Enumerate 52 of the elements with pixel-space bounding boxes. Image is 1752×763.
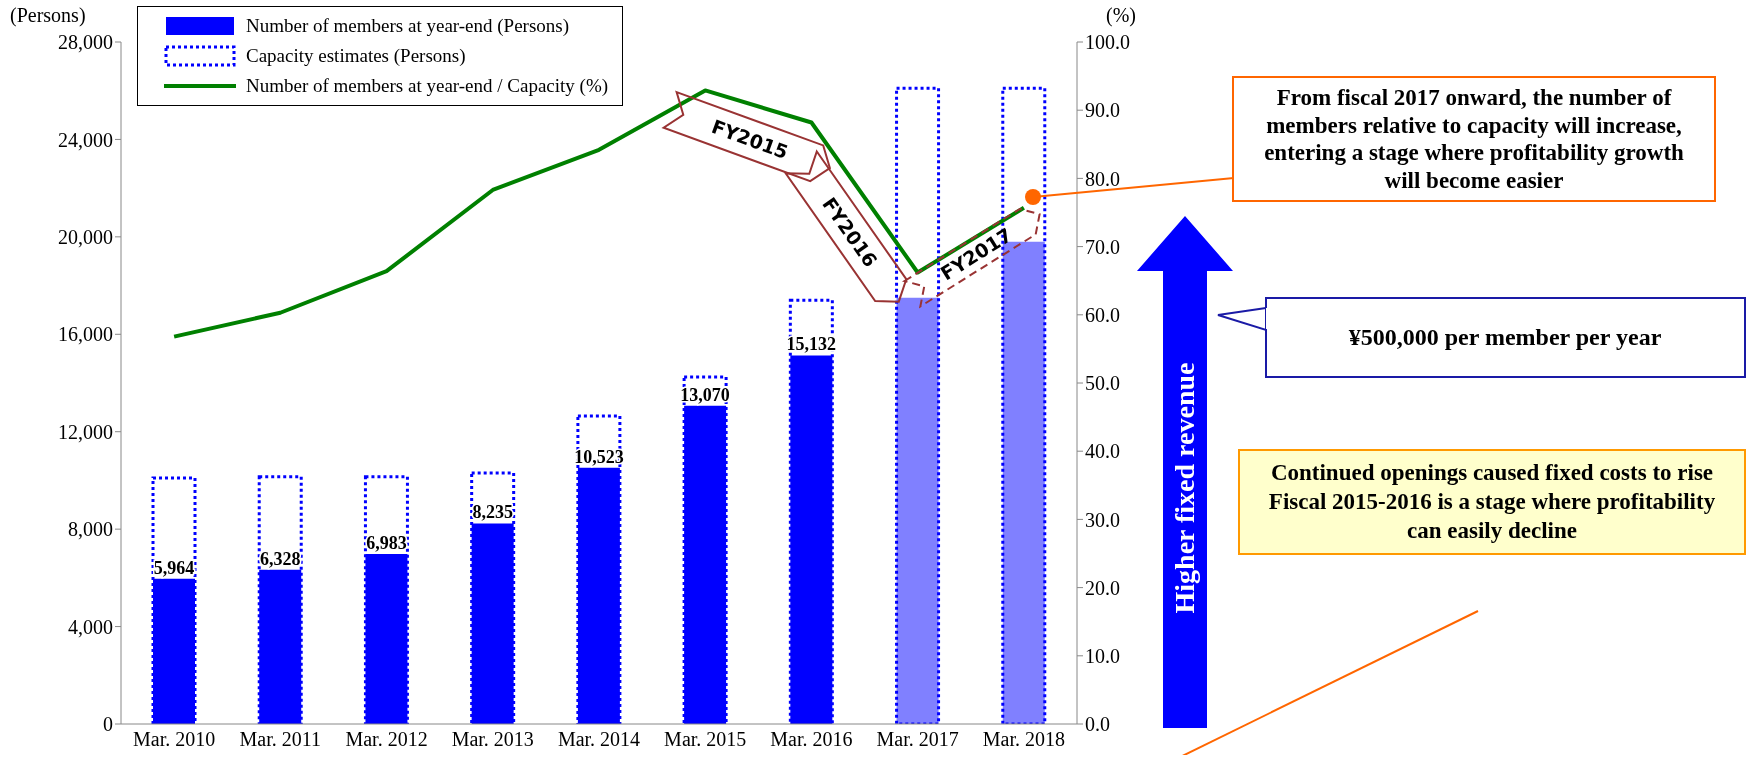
y-tick-label: 24,000 bbox=[58, 128, 113, 151]
y-tick-label: 8,000 bbox=[68, 518, 113, 541]
y2-tick-label: 40.0 bbox=[1085, 440, 1120, 463]
y2-tick-label: 10.0 bbox=[1085, 644, 1120, 667]
bar bbox=[363, 475, 409, 724]
y2-tick-label: 70.0 bbox=[1085, 235, 1120, 258]
y-tick-label: 4,000 bbox=[68, 615, 113, 638]
y2-tick-label: 20.0 bbox=[1085, 576, 1120, 599]
text: ¥500,000 per member per year bbox=[1266, 297, 1746, 378]
bar bbox=[151, 476, 197, 724]
y2-tick-label: 60.0 bbox=[1085, 303, 1120, 326]
y-tick-label: 0 bbox=[103, 713, 113, 736]
text: Continued openings caused fixed costs to rise Fiscal 2015-2016 is a stage where profitability can easily decline bbox=[1238, 449, 1746, 556]
text: Higher fixed revenue bbox=[1169, 362, 1200, 614]
x-tick-label: Mar. 2016 bbox=[770, 728, 853, 751]
data-label: 13,070 bbox=[680, 384, 730, 405]
x-tick-label: Mar. 2015 bbox=[664, 728, 747, 751]
data-label: 5,964 bbox=[153, 557, 195, 578]
bar bbox=[470, 471, 516, 724]
legend-label: Number of members at year-end (Persons) bbox=[246, 15, 570, 37]
bar bbox=[896, 297, 939, 724]
x-tick-label: Mar. 2018 bbox=[982, 728, 1065, 751]
x-tick-label: Mar. 2011 bbox=[239, 728, 322, 751]
y2-tick-label: 30.0 bbox=[1085, 508, 1120, 531]
x-tick-label: Mar. 2012 bbox=[345, 728, 428, 751]
legend-label: Capacity estimates (Persons) bbox=[246, 45, 466, 67]
y2-axis-title: (%) bbox=[1106, 4, 1136, 27]
bar bbox=[576, 414, 622, 724]
y-tick-label: 12,000 bbox=[58, 420, 113, 443]
y-tick-label: 20,000 bbox=[58, 225, 113, 248]
x-tick-label: Mar. 2010 bbox=[133, 728, 216, 751]
y2-tick-label: 100.0 bbox=[1085, 31, 1130, 54]
bar bbox=[788, 298, 834, 724]
x-tick-label: Mar. 2013 bbox=[451, 728, 534, 751]
data-label: 15,132 bbox=[786, 334, 837, 355]
y2-tick-label: 0.0 bbox=[1085, 713, 1110, 736]
bar bbox=[257, 475, 303, 724]
data-label: 8,235 bbox=[472, 502, 513, 523]
legend-label: Number of members at year-end / Capacity (%) bbox=[246, 75, 609, 97]
y-tick-label: 28,000 bbox=[58, 31, 113, 54]
data-label: 6,328 bbox=[259, 548, 301, 569]
data-label: 6,983 bbox=[366, 532, 407, 553]
y-tick-label: 16,000 bbox=[58, 323, 113, 346]
y2-tick-label: 50.0 bbox=[1085, 372, 1120, 395]
x-tick-label: Mar. 2017 bbox=[876, 728, 959, 751]
bar bbox=[895, 86, 941, 724]
y-axis-title: (Persons) bbox=[10, 4, 86, 27]
y2-tick-label: 90.0 bbox=[1085, 99, 1120, 122]
data-label: 10,523 bbox=[574, 446, 624, 467]
text: From fiscal 2017 onward, the number of members relative to capacity will increase, entering a stage where profitability growth will become easier bbox=[1232, 76, 1716, 203]
x-tick-label: Mar. 2014 bbox=[557, 728, 641, 751]
y2-tick-label: 80.0 bbox=[1085, 167, 1120, 190]
